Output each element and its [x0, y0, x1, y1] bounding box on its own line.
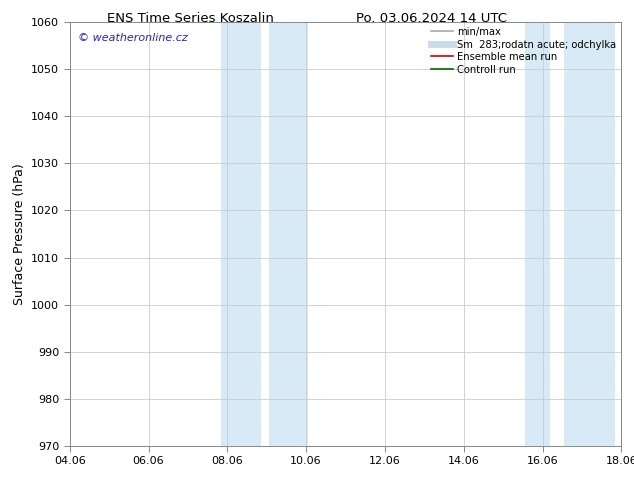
Y-axis label: Surface Pressure (hPa): Surface Pressure (hPa) [13, 163, 25, 305]
Bar [269, 22, 308, 446]
Bar [221, 22, 261, 446]
Text: Po. 03.06.2024 14 UTC: Po. 03.06.2024 14 UTC [356, 12, 507, 25]
Bar [525, 22, 550, 446]
Text: © weatheronline.cz: © weatheronline.cz [78, 33, 188, 43]
Text: ENS Time Series Koszalin: ENS Time Series Koszalin [107, 12, 274, 25]
Bar [564, 22, 616, 446]
Legend: min/max, Sm  283;rodatn acute; odchylka, Ensemble mean run, Controll run: min/max, Sm 283;rodatn acute; odchylka, … [429, 25, 618, 76]
